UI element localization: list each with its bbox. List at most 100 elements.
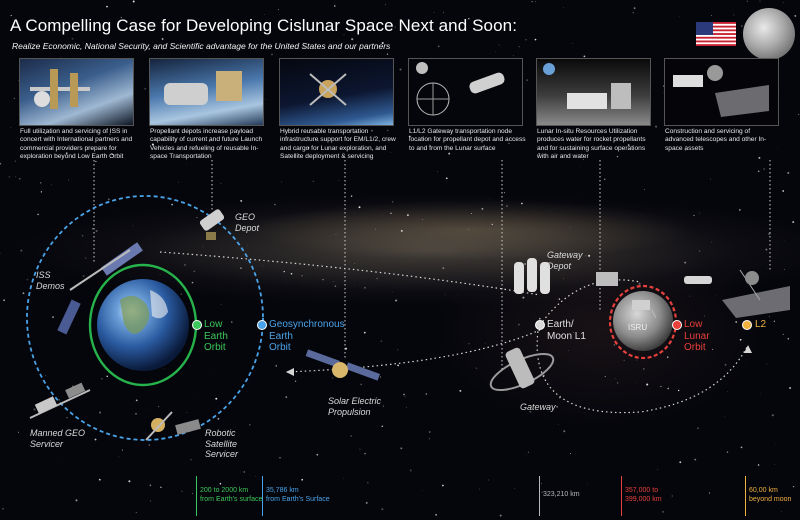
star bbox=[10, 127, 12, 128]
star bbox=[215, 397, 218, 400]
star bbox=[697, 427, 699, 429]
star bbox=[522, 296, 525, 299]
star bbox=[758, 156, 761, 159]
star bbox=[303, 46, 305, 48]
star bbox=[568, 350, 569, 351]
star bbox=[699, 212, 700, 214]
star bbox=[442, 484, 444, 487]
star bbox=[445, 177, 448, 180]
star bbox=[687, 419, 689, 420]
star bbox=[81, 234, 84, 237]
star bbox=[794, 14, 797, 17]
star bbox=[217, 417, 220, 420]
star bbox=[220, 182, 222, 184]
star bbox=[281, 181, 282, 183]
star bbox=[570, 226, 571, 228]
star bbox=[774, 464, 775, 466]
star bbox=[563, 278, 564, 280]
star bbox=[715, 295, 716, 296]
star bbox=[285, 396, 288, 399]
star bbox=[363, 331, 366, 334]
star bbox=[301, 478, 304, 481]
star bbox=[197, 392, 198, 393]
star bbox=[171, 203, 173, 206]
distance-geo: 35,786 km from Earth's Surface bbox=[266, 487, 330, 503]
star bbox=[144, 87, 147, 90]
earth-continent bbox=[120, 295, 150, 334]
star bbox=[98, 478, 101, 481]
page-subtitle: Realize Economic, National Security, and… bbox=[12, 41, 391, 51]
star bbox=[644, 189, 645, 190]
star bbox=[704, 315, 706, 317]
geo-marker bbox=[257, 320, 267, 330]
star bbox=[726, 451, 729, 453]
star bbox=[787, 171, 790, 174]
star bbox=[317, 140, 320, 142]
sep-label: Solar Electric Propulsion bbox=[328, 396, 382, 417]
star bbox=[75, 499, 78, 502]
star bbox=[437, 45, 440, 48]
star bbox=[61, 457, 62, 459]
star bbox=[646, 383, 649, 386]
star bbox=[792, 221, 795, 224]
star bbox=[286, 497, 289, 499]
isru-label: ISRU bbox=[628, 323, 648, 332]
star bbox=[641, 214, 643, 215]
star bbox=[525, 454, 527, 455]
star bbox=[563, 430, 566, 433]
star bbox=[497, 131, 499, 133]
star bbox=[118, 456, 120, 458]
gateway-label: Gateway bbox=[520, 402, 556, 412]
gateway-depot-label: Gateway Depot bbox=[547, 250, 583, 271]
star bbox=[395, 299, 398, 302]
star bbox=[343, 34, 345, 36]
star bbox=[632, 12, 634, 14]
star bbox=[667, 387, 670, 390]
star bbox=[428, 144, 431, 146]
star bbox=[390, 152, 392, 153]
llo-label: Low Lunar Orbit bbox=[684, 319, 710, 353]
star bbox=[186, 412, 188, 414]
star bbox=[727, 391, 728, 393]
star bbox=[95, 229, 98, 233]
star bbox=[739, 338, 742, 341]
star bbox=[376, 277, 378, 280]
star bbox=[757, 170, 760, 173]
star bbox=[220, 304, 222, 305]
arrowhead-icon bbox=[744, 345, 752, 353]
leo-label: Low Earth Orbit bbox=[204, 319, 228, 353]
star bbox=[387, 129, 389, 131]
geo-depot-spacecraft bbox=[199, 209, 225, 240]
star bbox=[380, 376, 382, 378]
distance-tick bbox=[196, 476, 197, 516]
star bbox=[666, 356, 669, 358]
star bbox=[190, 459, 192, 461]
star bbox=[160, 486, 162, 489]
star bbox=[37, 213, 39, 216]
star bbox=[400, 447, 403, 450]
iss-demos-label: ISS Demos bbox=[36, 270, 65, 291]
star bbox=[161, 38, 164, 40]
star bbox=[491, 223, 493, 226]
star bbox=[95, 160, 97, 163]
star bbox=[44, 132, 47, 135]
star bbox=[513, 55, 514, 57]
star bbox=[448, 152, 451, 155]
star bbox=[322, 279, 324, 281]
panel-caption: L1/L2 Gateway transportation node locati… bbox=[409, 128, 526, 152]
star bbox=[689, 295, 691, 297]
distance-l2: 60,00 km beyond moon bbox=[749, 487, 792, 503]
star bbox=[0, 252, 1, 254]
star bbox=[295, 380, 297, 382]
star bbox=[442, 267, 445, 269]
star bbox=[99, 411, 102, 414]
star bbox=[3, 299, 5, 302]
l2-marker bbox=[742, 320, 752, 330]
star bbox=[358, 206, 361, 209]
star bbox=[222, 23, 225, 26]
manned-geo-servicer-spacecraft bbox=[29, 382, 91, 419]
trajectory-arc bbox=[539, 279, 641, 326]
star bbox=[655, 125, 658, 128]
